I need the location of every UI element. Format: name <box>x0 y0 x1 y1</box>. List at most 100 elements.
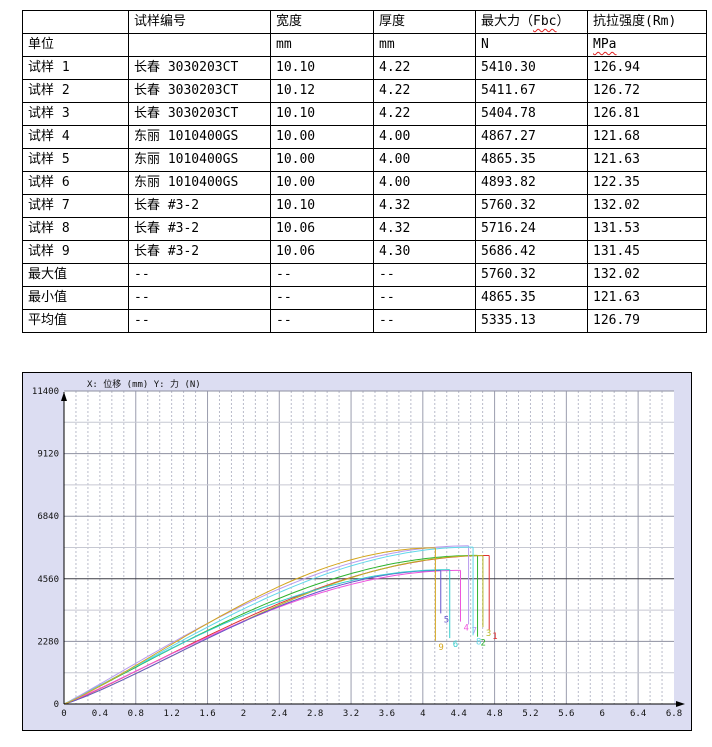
table-cell: 126.79 <box>587 309 707 333</box>
table-cell: 4867.27 <box>475 125 588 149</box>
table-header-row: 试样编号 宽度 厚度 最大力（Fbc） 抗拉强度(Rm) <box>22 10 707 34</box>
table-cell: 4.00 <box>373 148 476 172</box>
x-axis-arrow-icon <box>676 701 685 707</box>
table-cell: 132.02 <box>587 194 707 218</box>
table-cell: 126.94 <box>587 56 707 80</box>
table-cell: 长春 #3-2 <box>128 240 271 264</box>
table-cell: 4.22 <box>373 102 476 126</box>
table-cell: 5686.42 <box>475 240 588 264</box>
table-cell: 长春 3030203CT <box>128 56 271 80</box>
table-row: 试样 2 长春 3030203CT 10.12 4.22 5411.67 126.72 <box>22 79 707 103</box>
table-cell: 最大值 <box>22 263 129 287</box>
x-tick-label: 4.4 <box>451 709 467 719</box>
table-cell: -- <box>373 309 476 333</box>
table-cell: 长春 #3-2 <box>128 217 271 241</box>
x-tick-label: 4.8 <box>486 709 502 719</box>
table-cell: 4.32 <box>373 217 476 241</box>
table-cell: 试样 9 <box>22 240 129 264</box>
column-header: 最大力（Fbc） <box>475 10 588 34</box>
curve-break-label: 6 <box>453 640 458 650</box>
spellcheck-underline: Fbc <box>533 14 557 29</box>
table-row: 试样 8 长春 #3-2 10.06 4.32 5716.24 131.53 <box>22 217 707 241</box>
table-cell: 东丽 1010400GS <box>128 125 271 149</box>
table-cell: -- <box>270 263 374 287</box>
table-cell: 10.00 <box>270 171 374 195</box>
table-cell: 131.53 <box>587 217 707 241</box>
table-cell: 131.45 <box>587 240 707 264</box>
table-cell: 平均值 <box>22 309 129 333</box>
table-row: 单位 mm mm N MPa <box>22 33 707 57</box>
table-cell: 4.22 <box>373 56 476 80</box>
y-tick-label: 11400 <box>32 387 59 397</box>
table-cell: 4865.35 <box>475 286 588 310</box>
table-cell: 4.00 <box>373 171 476 195</box>
x-tick-label: 6 <box>600 709 605 719</box>
table-cell: 试样 7 <box>22 194 129 218</box>
table-cell: 试样 5 <box>22 148 129 172</box>
table-cell: 10.12 <box>270 79 374 103</box>
column-header: 厚度 <box>373 10 476 34</box>
table-cell: -- <box>270 286 374 310</box>
table-cell: 试样 8 <box>22 217 129 241</box>
table-cell: 10.10 <box>270 194 374 218</box>
table-cell: 126.81 <box>587 102 707 126</box>
y-tick-label: 6840 <box>37 512 59 522</box>
table-row: 最大值 -- -- -- 5760.32 132.02 <box>22 263 707 287</box>
table-cell: mm <box>270 33 374 57</box>
x-tick-label: 5.6 <box>558 709 574 719</box>
table-cell: 最小值 <box>22 286 129 310</box>
force-curve <box>63 569 441 705</box>
table-cell: 4865.35 <box>475 148 588 172</box>
y-tick-label: 2280 <box>37 637 59 647</box>
curve-break-label: 9 <box>438 643 443 653</box>
force-displacement-chart: X: 位移 (mm) Y: 力 (N) 1 2 3 4 5 6 7 8 9 0 0.4 0.8 1.2 1… <box>22 372 692 731</box>
column-header: 抗拉强度(Rm) <box>587 10 707 34</box>
table-cell: 10.06 <box>270 217 374 241</box>
table-row: 平均值 -- -- -- 5335.13 126.79 <box>22 309 707 333</box>
table-cell: -- <box>270 309 374 333</box>
curve-break-label: 1 <box>492 632 497 642</box>
table-cell: 5716.24 <box>475 217 588 241</box>
x-tick-label: 5.2 <box>522 709 538 719</box>
table-cell: 10.10 <box>270 102 374 126</box>
results-table: 试样编号 宽度 厚度 最大力（Fbc） 抗拉强度(Rm) 单位 mm mm N MPa 试样 1 长春… <box>22 10 707 333</box>
table-cell: N <box>475 33 588 57</box>
table-cell: 5760.32 <box>475 194 588 218</box>
curve-break-label: 7 <box>472 626 477 636</box>
table-row: 试样 4 东丽 1010400GS 10.00 4.00 4867.27 121.68 <box>22 125 707 149</box>
y-axis-arrow-icon <box>61 392 67 401</box>
x-tick-label: 0 <box>61 709 66 719</box>
table-cell: 试样 4 <box>22 125 129 149</box>
table-cell: 10.00 <box>270 125 374 149</box>
chart-axes-note: X: 位移 (mm) Y: 力 (N) <box>87 380 201 390</box>
table-cell: -- <box>128 309 271 333</box>
table-cell: -- <box>373 263 476 287</box>
table-cell: -- <box>128 286 271 310</box>
table-row: 试样 6 东丽 1010400GS 10.00 4.00 4893.82 122.35 <box>22 171 707 195</box>
table-cell: 试样 1 <box>22 56 129 80</box>
column-header: 试样编号 <box>128 10 271 34</box>
table-cell: 4.30 <box>373 240 476 264</box>
table-row: 试样 3 长春 3030203CT 10.10 4.22 5404.78 126.81 <box>22 102 707 126</box>
table-cell: 4.22 <box>373 79 476 103</box>
x-tick-label: 2.4 <box>271 709 287 719</box>
table-cell: 东丽 1010400GS <box>128 148 271 172</box>
table-cell: 长春 #3-2 <box>128 194 271 218</box>
table-row: 最小值 -- -- -- 4865.35 121.63 <box>22 286 707 310</box>
table-cell: 121.63 <box>587 148 707 172</box>
x-tick-label: 4 <box>420 709 425 719</box>
x-tick-label: 3.6 <box>379 709 395 719</box>
curve-break-label: 8 <box>476 637 481 647</box>
x-tick-label: 1.6 <box>199 709 215 719</box>
table-cell: 试样 3 <box>22 102 129 126</box>
table-cell: -- <box>128 263 271 287</box>
curve-break-label: 4 <box>464 624 469 634</box>
table-cell: 126.72 <box>587 79 707 103</box>
curve-break-label: 2 <box>481 639 486 649</box>
table-cell: 4.32 <box>373 194 476 218</box>
table-cell: 单位 <box>22 33 129 57</box>
table-row: 试样 5 东丽 1010400GS 10.00 4.00 4865.35 121.63 <box>22 148 707 172</box>
table-cell: 132.02 <box>587 263 707 287</box>
